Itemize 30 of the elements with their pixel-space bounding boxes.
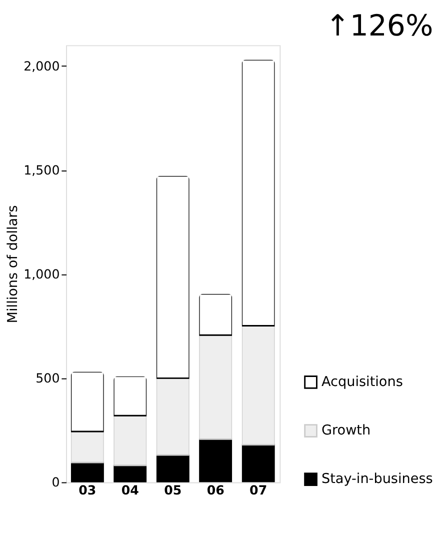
bar	[114, 414, 147, 466]
legend-label: Acquisitions	[321, 374, 403, 390]
bar	[70, 430, 104, 464]
legend-label: Growth	[321, 422, 371, 439]
x-tick-label: 04	[121, 482, 140, 498]
bar	[114, 464, 147, 482]
x-tick-label: 05	[164, 482, 182, 498]
bar	[199, 294, 232, 336]
x-tick-label: 03	[78, 482, 96, 498]
y-axis-title: Millions of dollars	[4, 205, 21, 324]
bar	[199, 334, 232, 440]
y-tick-label: 2,000	[24, 58, 60, 74]
bar	[114, 376, 147, 416]
y-tick-label: 1,000	[24, 266, 60, 282]
bar	[199, 438, 232, 482]
legend-label: Stay-in-business	[321, 471, 433, 488]
bar	[70, 372, 104, 432]
bar	[156, 377, 190, 456]
text: ↑126%	[325, 8, 434, 42]
y-tick-label: 1,500	[24, 162, 60, 178]
bar	[156, 454, 190, 482]
x-tick-label: 06	[206, 482, 225, 498]
bar	[242, 444, 275, 482]
x-tick-label: 07	[250, 482, 268, 498]
bar	[242, 325, 275, 446]
y-tick-label: 500	[36, 370, 60, 386]
y-tick-label: 0	[52, 474, 60, 490]
bar	[156, 176, 190, 379]
bar	[70, 462, 104, 482]
bar	[242, 60, 275, 326]
